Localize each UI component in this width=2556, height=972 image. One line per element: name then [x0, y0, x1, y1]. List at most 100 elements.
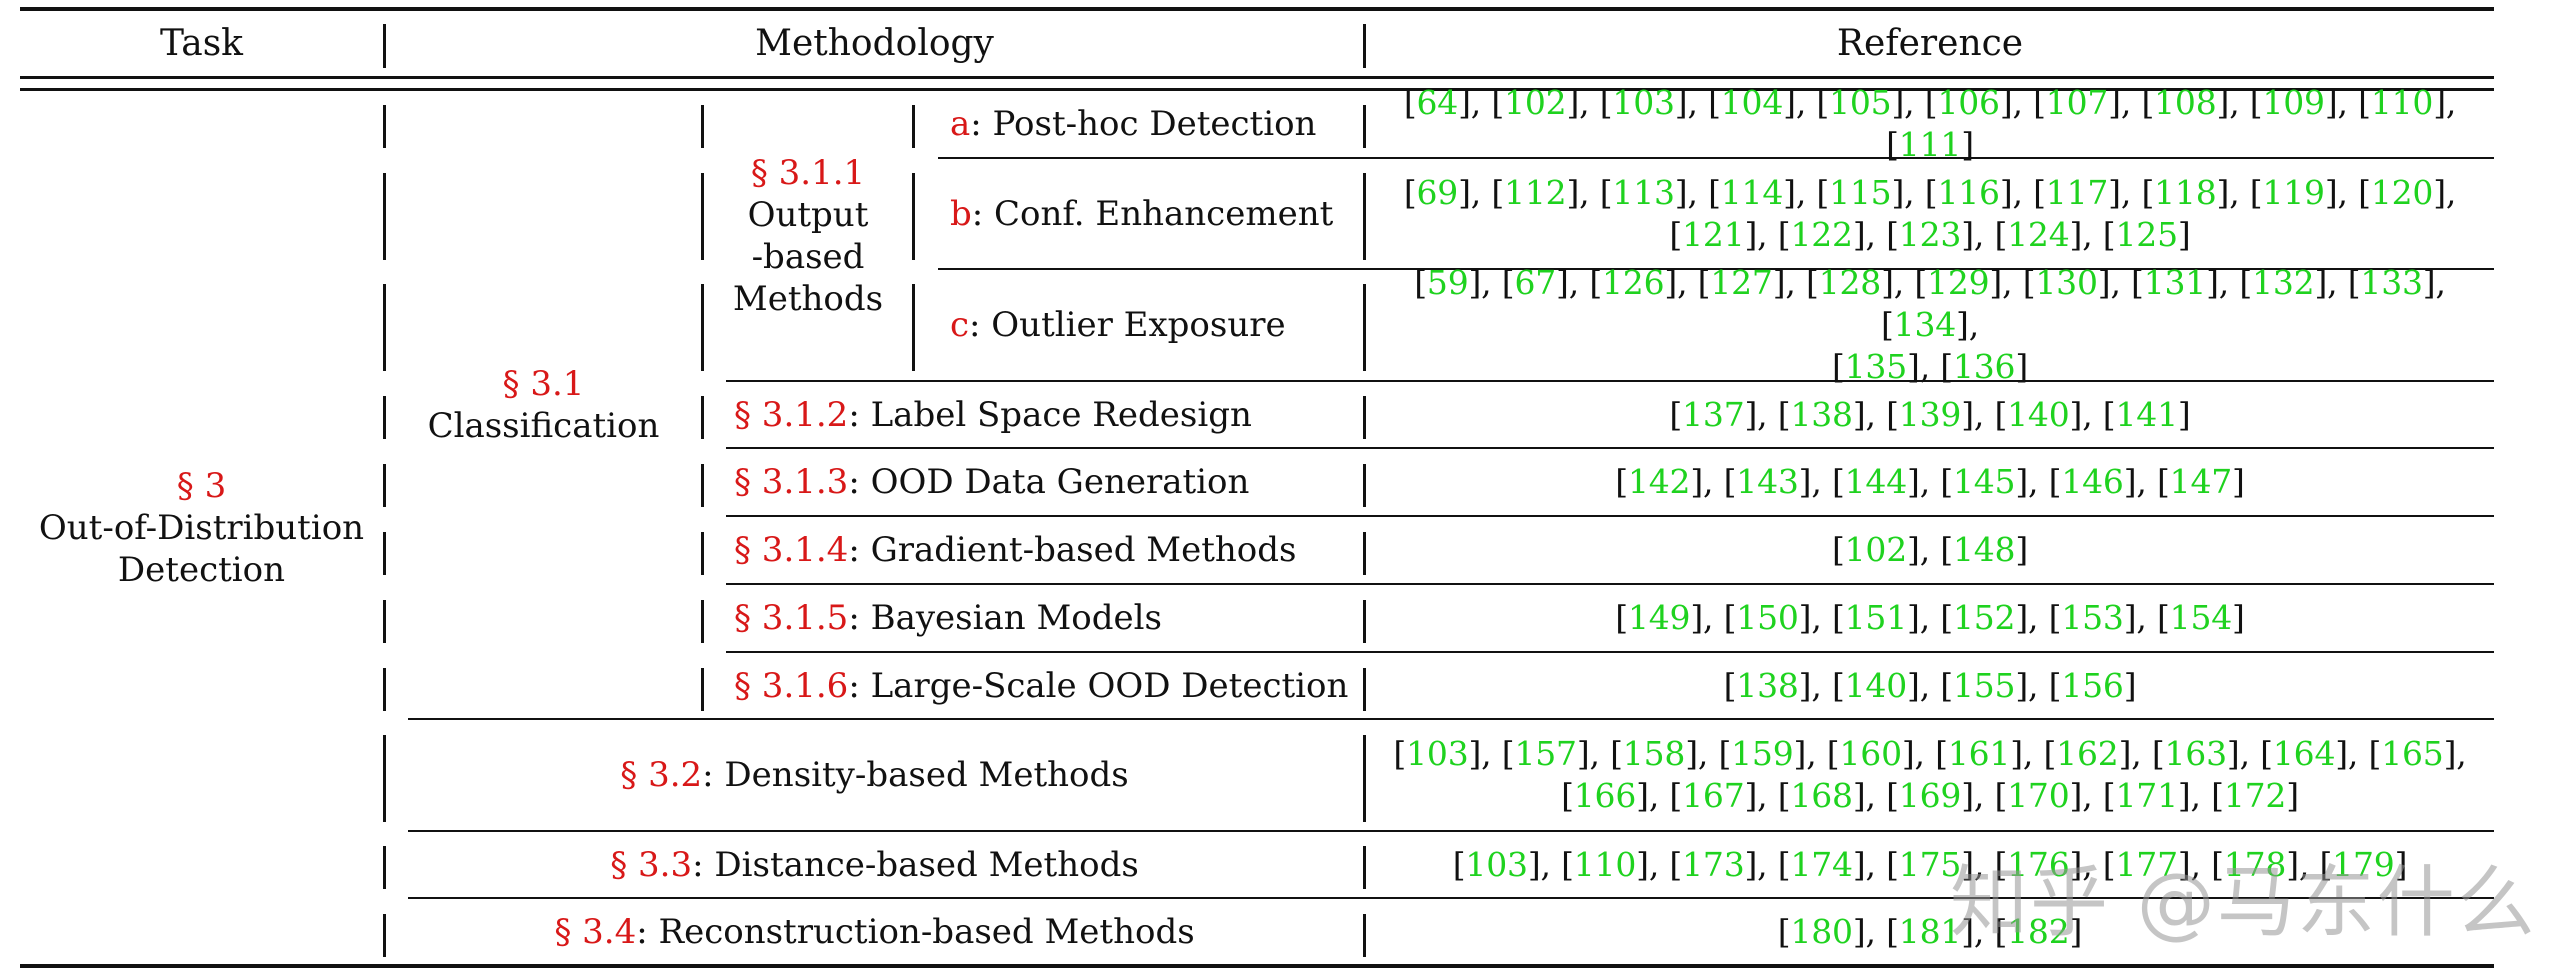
citation-link[interactable]: 106 [1937, 83, 2000, 122]
citation-link[interactable]: 122 [1790, 214, 1853, 254]
citation-link[interactable]: 158 [1622, 734, 1686, 773]
citation-link[interactable]: 125 [2115, 214, 2178, 254]
citation-link[interactable]: 119 [2262, 172, 2325, 212]
citation-link[interactable]: 176 [2007, 844, 2070, 884]
citation-link[interactable]: 130 [2035, 263, 2098, 302]
citation-link[interactable]: 118 [2154, 172, 2217, 212]
citation-link[interactable]: 173 [1682, 844, 1745, 884]
citation-link[interactable]: 111 [1898, 125, 1962, 164]
citation-link[interactable]: 177 [2115, 844, 2178, 884]
citation-link[interactable]: 169 [1898, 776, 1962, 815]
citation-link[interactable]: 175 [1898, 844, 1962, 884]
citation-link[interactable]: 143 [1736, 462, 1799, 501]
citation-link[interactable]: 114 [1720, 172, 1784, 212]
citation-link[interactable]: 132 [2252, 263, 2315, 302]
citation-link[interactable]: 124 [2007, 214, 2070, 254]
citation-link[interactable]: 110 [2370, 83, 2434, 122]
citation-link[interactable]: 121 [1682, 214, 1745, 254]
citation-link[interactable]: 182 [2007, 911, 2070, 951]
citation-link[interactable]: 140 [1844, 665, 1908, 705]
citation-link[interactable]: 107 [2045, 83, 2109, 122]
citation-link[interactable]: 154 [2169, 598, 2233, 637]
method-prefix-link[interactable]: § 3.4 [554, 911, 637, 952]
citation-link[interactable]: 126 [1602, 263, 1665, 302]
citation-link[interactable]: 133 [2360, 263, 2423, 302]
citation-link[interactable]: 120 [2370, 172, 2434, 212]
citation-link[interactable]: 127 [1710, 263, 1773, 302]
citation-link[interactable]: 146 [2061, 462, 2124, 501]
citation-link[interactable]: 69 [1416, 172, 1459, 212]
citation-link[interactable]: 105 [1829, 83, 1892, 122]
citation-link[interactable]: 162 [2056, 734, 2119, 773]
citation-link[interactable]: 136 [1952, 347, 2016, 386]
citation-link[interactable]: 178 [2223, 844, 2287, 884]
task-section-link[interactable]: § 3 [176, 465, 227, 506]
citation-link[interactable]: 117 [2045, 172, 2109, 212]
citation-link[interactable]: 144 [1844, 462, 1908, 501]
method-prefix-link[interactable]: § 3.1.5 [734, 598, 849, 638]
citation-link[interactable]: 163 [2164, 734, 2228, 773]
citation-link[interactable]: 151 [1844, 598, 1908, 637]
citation-link[interactable]: 168 [1790, 776, 1853, 815]
citation-link[interactable]: 159 [1731, 734, 1794, 773]
citation-link[interactable]: 160 [1839, 734, 1902, 773]
citation-link[interactable]: 179 [2332, 844, 2395, 884]
citation-link[interactable]: 142 [1627, 462, 1691, 501]
citation-link[interactable]: 128 [1818, 263, 1882, 302]
citation-link[interactable]: 59 [1426, 263, 1469, 302]
citation-link[interactable]: 109 [2262, 83, 2325, 122]
citation-link[interactable]: 102 [1844, 530, 1908, 569]
citation-link[interactable]: 108 [2154, 83, 2217, 122]
citation-link[interactable]: 103 [1612, 83, 1675, 122]
method-prefix-link[interactable]: b [950, 193, 972, 234]
citation-link[interactable]: 153 [2061, 598, 2124, 637]
citation-link[interactable]: 67 [1514, 263, 1557, 302]
citation-link[interactable]: 172 [2223, 776, 2287, 815]
citation-link[interactable]: 181 [1898, 911, 1962, 951]
method-prefix-link[interactable]: § 3.1.6 [734, 665, 849, 706]
citation-link[interactable]: 145 [1952, 462, 2016, 501]
citation-link[interactable]: 131 [2143, 263, 2207, 302]
citation-link[interactable]: 148 [1952, 530, 2016, 569]
citation-link[interactable]: 147 [2169, 462, 2233, 501]
citation-link[interactable]: 139 [1898, 394, 1962, 434]
method-prefix-link[interactable]: § 3.1.3 [734, 462, 849, 502]
citation-link[interactable]: 174 [1790, 844, 1853, 884]
method-prefix-link[interactable]: a [950, 104, 971, 144]
method-prefix-link[interactable]: § 3.2 [620, 755, 703, 795]
citation-link[interactable]: 170 [2007, 776, 2070, 815]
citation-link[interactable]: 164 [2272, 734, 2336, 773]
citation-link[interactable]: 137 [1682, 394, 1745, 434]
citation-link[interactable]: 103 [1406, 734, 1469, 773]
citation-link[interactable]: 104 [1720, 83, 1784, 122]
citation-link[interactable]: 149 [1627, 598, 1691, 637]
citation-link[interactable]: 138 [1736, 665, 1799, 705]
method-prefix-link[interactable]: c [950, 305, 970, 345]
citation-link[interactable]: 116 [1937, 172, 2000, 212]
citation-link[interactable]: 112 [1504, 172, 1567, 212]
citation-link[interactable]: 166 [1573, 776, 1637, 815]
citation-link[interactable]: 161 [1947, 734, 2011, 773]
citation-link[interactable]: 167 [1682, 776, 1745, 815]
citation-link[interactable]: 157 [1514, 734, 1577, 773]
method-prefix-link[interactable]: § 3.1.2 [734, 394, 849, 435]
citation-link[interactable]: 102 [1504, 83, 1567, 122]
citation-link[interactable]: 135 [1844, 347, 1908, 386]
citation-link[interactable]: 156 [2061, 665, 2124, 705]
citation-link[interactable]: 150 [1736, 598, 1799, 637]
citation-link[interactable]: 129 [1927, 263, 1990, 302]
citation-link[interactable]: 134 [1893, 305, 1957, 344]
output-based-section-link[interactable]: § 3.1.1 [750, 152, 866, 193]
classification-section-link[interactable]: § 3.1 [502, 363, 585, 404]
method-prefix-link[interactable]: § 3.3 [610, 844, 693, 885]
citation-link[interactable]: 155 [1952, 665, 2016, 705]
citation-link[interactable]: 113 [1612, 172, 1675, 212]
citation-link[interactable]: 123 [1898, 214, 1962, 254]
citation-link[interactable]: 115 [1829, 172, 1892, 212]
citation-link[interactable]: 64 [1416, 83, 1459, 122]
citation-link[interactable]: 110 [1573, 844, 1637, 884]
citation-link[interactable]: 140 [2007, 394, 2070, 434]
citation-link[interactable]: 180 [1790, 911, 1853, 951]
citation-link[interactable]: 141 [2115, 394, 2178, 434]
citation-link[interactable]: 152 [1952, 598, 2016, 637]
